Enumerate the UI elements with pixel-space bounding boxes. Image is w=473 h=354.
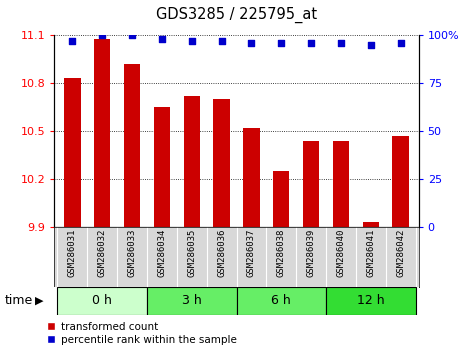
Text: 0 h: 0 h (92, 295, 112, 307)
Point (337, 40, 345, 46)
Bar (57, 287, 147, 315)
Point (98, 33, 106, 38)
Text: GDS3285 / 225795_at: GDS3285 / 225795_at (156, 7, 317, 23)
Text: 3 h: 3 h (182, 295, 201, 307)
Point (218, 38, 225, 44)
Bar (154, 107, 170, 227)
Legend: transformed count, percentile rank within the sample: transformed count, percentile rank withi… (43, 317, 241, 349)
Bar (243, 128, 260, 227)
Text: 6 h: 6 h (272, 295, 291, 307)
Point (278, 40, 285, 46)
Text: GSM286031: GSM286031 (68, 228, 77, 277)
Bar (184, 96, 200, 227)
Bar (273, 171, 289, 227)
Point (128, 33, 136, 38)
Bar (147, 287, 236, 315)
Text: 12 h: 12 h (357, 295, 385, 307)
Bar (236, 287, 326, 315)
Text: GSM286033: GSM286033 (128, 228, 137, 277)
Text: GSM286041: GSM286041 (367, 228, 376, 277)
Bar (94, 39, 110, 227)
Point (158, 36, 166, 42)
Text: GSM286042: GSM286042 (396, 228, 405, 277)
Bar (64, 78, 80, 227)
Text: GSM286040: GSM286040 (336, 228, 345, 277)
Text: GSM286035: GSM286035 (187, 228, 196, 277)
Text: GSM286032: GSM286032 (97, 228, 106, 277)
Point (188, 38, 195, 44)
Text: GSM286036: GSM286036 (217, 228, 226, 277)
Bar (326, 287, 416, 315)
Bar (213, 99, 230, 227)
Text: time: time (5, 294, 33, 307)
Bar (303, 141, 319, 227)
Bar (124, 64, 140, 227)
Text: GSM286034: GSM286034 (158, 228, 166, 277)
Bar (363, 222, 379, 227)
Point (397, 40, 404, 46)
Bar (333, 141, 349, 227)
Point (307, 40, 315, 46)
Text: GSM286037: GSM286037 (247, 228, 256, 277)
Text: GSM286039: GSM286039 (307, 228, 315, 277)
Text: GSM286038: GSM286038 (277, 228, 286, 277)
Point (69, 38, 76, 44)
Point (248, 40, 255, 46)
Text: ▶: ▶ (35, 295, 43, 305)
Bar (393, 136, 409, 227)
Point (367, 42, 375, 48)
